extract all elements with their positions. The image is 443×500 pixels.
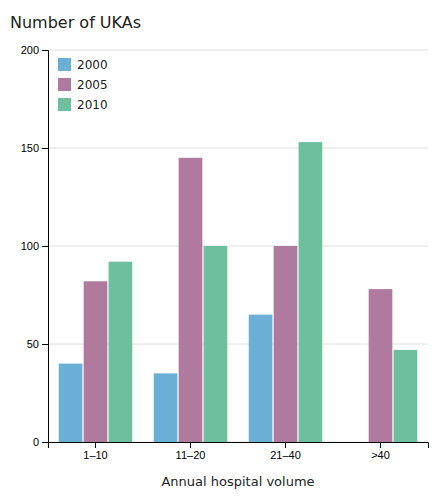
x-tick-label: 1–10 — [83, 449, 107, 461]
bar — [59, 364, 83, 442]
grid-line — [48, 50, 428, 51]
legend: 2000 2005 2010 — [58, 58, 108, 112]
bar — [109, 262, 133, 442]
x-tick-mark — [285, 442, 286, 448]
y-tick-label: 200 — [21, 44, 39, 56]
bar — [84, 281, 108, 442]
x-tick-mark — [380, 442, 381, 448]
y-tick-label: 100 — [21, 240, 39, 252]
legend-label: 2010 — [77, 98, 108, 112]
x-tick-label: 11–20 — [176, 449, 206, 461]
x-tick-mark — [95, 442, 96, 448]
y-tick-mark — [42, 148, 48, 149]
x-tick: 1–10 — [83, 442, 107, 461]
grid-line — [48, 148, 428, 149]
y-tick: 100 — [21, 240, 48, 252]
legend-label: 2005 — [77, 78, 108, 92]
bar — [179, 158, 203, 442]
y-tick-mark — [42, 50, 48, 51]
bar — [154, 373, 178, 442]
grid — [48, 50, 428, 442]
legend-item: 2010 — [58, 98, 108, 112]
x-tick: >40 — [371, 442, 390, 461]
bar — [394, 350, 418, 442]
y-tick: 200 — [21, 44, 48, 56]
chart: 1–10 11–20 21–40 >40 0 50 100 150 200 Number of U… — [0, 0, 443, 500]
x-tick: 21–40 — [270, 442, 301, 461]
x-axis-title: Annual hospital volume — [161, 474, 314, 489]
bar — [369, 289, 393, 442]
bars — [59, 142, 418, 442]
y-tick-mark — [42, 442, 48, 443]
y-axis: 0 50 100 150 200 — [21, 44, 49, 448]
y-tick-label: 0 — [33, 436, 39, 448]
grid-line — [48, 246, 428, 247]
legend-item: 2000 — [58, 58, 108, 72]
legend-swatch — [58, 58, 71, 71]
bar — [274, 246, 298, 442]
legend-label: 2000 — [77, 58, 108, 72]
y-axis-line — [42, 51, 49, 443]
y-tick-mark — [42, 344, 48, 345]
x-axis: 1–10 11–20 21–40 >40 — [49, 442, 429, 461]
y-tick-mark — [42, 246, 48, 247]
y-tick: 50 — [27, 338, 48, 350]
title: Number of UKAs — [10, 13, 141, 32]
bar — [204, 246, 228, 442]
x-tick-label: >40 — [371, 449, 390, 461]
legend-swatch — [58, 78, 71, 91]
y-tick: 0 — [33, 436, 48, 448]
y-tick-label: 50 — [27, 338, 39, 350]
x-tick-mark — [190, 442, 191, 448]
bar — [299, 142, 323, 442]
legend-swatch — [58, 98, 71, 111]
bar — [344, 442, 368, 443]
bar — [249, 315, 273, 442]
y-tick-label: 150 — [21, 142, 39, 154]
y-tick: 150 — [21, 142, 48, 154]
legend-item: 2005 — [58, 78, 108, 92]
x-axis-line — [49, 443, 429, 449]
x-tick: 11–20 — [176, 442, 206, 461]
x-tick-label: 21–40 — [270, 449, 301, 461]
